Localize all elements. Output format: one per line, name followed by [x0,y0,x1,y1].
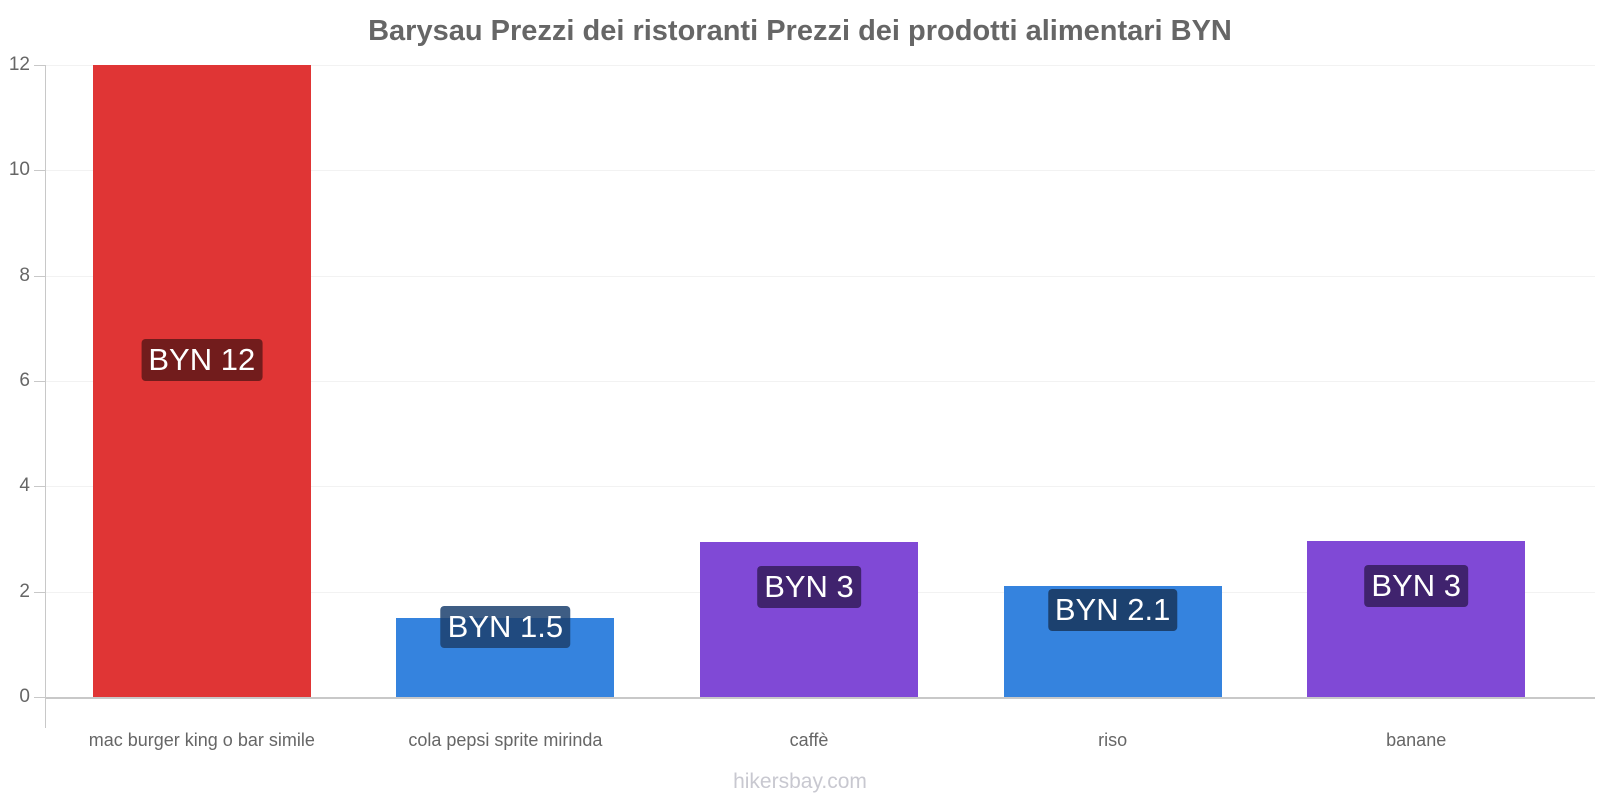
y-tick-mark [34,381,45,382]
y-tick-mark [34,486,45,488]
y-tick-label: 4 [19,475,30,497]
bar-0[interactable] [92,65,311,697]
bar-value-label: BYN 1.5 [440,606,571,648]
y-tick-mark [34,697,45,698]
x-tick-label: riso [1098,730,1128,750]
y-axis-line [45,65,46,728]
bar-value-label: BYN 12 [141,339,263,381]
x-tick-label: caffè [789,730,829,750]
bar-value-label: BYN 3 [1364,565,1468,608]
gridline [45,486,1595,488]
gridline [45,381,1595,382]
y-tick-mark [34,65,45,66]
y-tick-label: 8 [19,264,30,286]
gridline [45,65,1595,66]
x-tick-label: banane [1386,730,1447,750]
y-tick-label: 12 [8,54,30,75]
gridline [45,170,1595,172]
y-tick-label: 2 [19,580,30,602]
gridline [45,275,1595,277]
bar-value-label: BYN 2.1 [1047,588,1178,631]
y-tick-mark [34,591,45,593]
bar-value-label: BYN 3 [757,566,861,609]
y-tick-label: 0 [19,686,30,707]
y-tick-label: 10 [8,159,30,181]
x-axis-line [45,697,1595,699]
chart-title: Barysau Prezzi dei ristoranti Prezzi dei… [368,15,1232,47]
y-tick-label: 6 [19,370,30,391]
x-tick-label: cola pepsi sprite mirinda [408,730,603,750]
y-tick-mark [34,170,45,172]
credit-text: hikersbay.com [733,770,867,793]
x-tick-label: mac burger king o bar simile [88,730,315,750]
y-tick-mark [34,275,45,277]
